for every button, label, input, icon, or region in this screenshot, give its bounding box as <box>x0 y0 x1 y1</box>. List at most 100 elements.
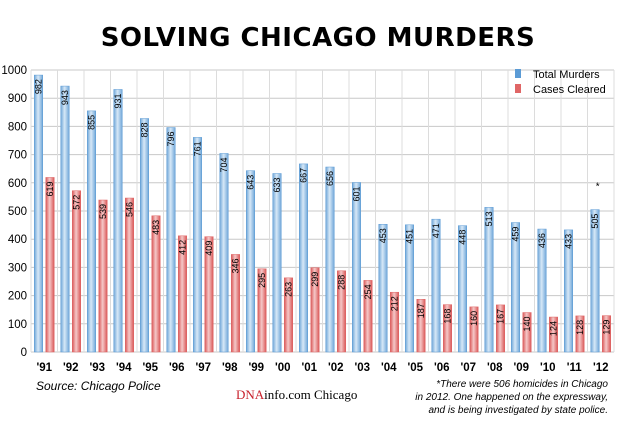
bar-total-murders <box>352 182 361 353</box>
y-axis: 0 100 200 300 400 500 600 700 800 900 1000 <box>1 65 27 359</box>
bar-cases-cleared <box>231 254 240 353</box>
bar-total-murders <box>272 173 282 353</box>
legend: Total Murders Cases Cleared <box>515 69 606 96</box>
legend-label-cases-cleared: Cases Cleared <box>533 84 606 96</box>
value-label-cases-cleared: 187 <box>416 303 426 318</box>
value-label-cases-cleared: 212 <box>390 296 400 311</box>
chart-title: SOLVING CHICAGO MURDERS <box>101 23 536 53</box>
value-label-cases-cleared: 346 <box>231 258 241 273</box>
bar-cases-cleared <box>204 236 214 353</box>
value-label-cases-cleared: 539 <box>98 204 108 219</box>
bar-cases-cleared <box>310 267 320 353</box>
source-note: Source: Chicago Police <box>36 379 161 393</box>
x-tick-label: '03 <box>354 362 370 374</box>
value-label-total-murders: 796 <box>166 132 176 147</box>
value-label-cases-cleared: 483 <box>151 220 161 235</box>
brand-logo-dna: DNA <box>236 387 265 402</box>
y-tick-label: 700 <box>8 150 27 162</box>
x-axis: '91 '92 '93 '94 '95 '96 '97 '98 '99 '00 '01 '02 '03 '… <box>36 362 608 374</box>
value-label-cases-cleared: 409 <box>204 241 214 256</box>
bar-cases-cleared <box>151 215 161 353</box>
bar-cases-cleared <box>496 304 505 353</box>
y-tick-label: 1000 <box>1 65 27 77</box>
x-tick-label: '09 <box>513 362 529 374</box>
x-tick-label: '06 <box>434 362 450 374</box>
value-label-cases-cleared: 167 <box>496 309 506 324</box>
value-label-total-murders: 855 <box>87 115 97 130</box>
footnote-line-1: *There were 506 homicides in Chicago <box>436 379 608 390</box>
bar-cases-cleared <box>257 268 267 353</box>
legend-swatch-cases-cleared <box>515 84 521 93</box>
annotation-asterisk: * <box>596 182 600 193</box>
value-label-cases-cleared: 619 <box>45 181 55 196</box>
value-label-cases-cleared: 129 <box>602 320 612 335</box>
x-tick-label: '02 <box>328 362 344 374</box>
bar-total-murders <box>378 224 388 353</box>
value-label-total-murders: 505 <box>590 214 600 229</box>
bar-cases-cleared <box>125 197 134 353</box>
y-tick-label: 500 <box>8 206 27 218</box>
bar-cases-cleared <box>522 312 532 353</box>
bar-cases-cleared <box>363 280 373 353</box>
value-label-cases-cleared: 299 <box>310 272 320 287</box>
bar-total-murders <box>405 224 414 353</box>
value-label-cases-cleared: 546 <box>125 202 135 217</box>
value-label-total-murders: 471 <box>431 223 441 238</box>
x-tick-label: '05 <box>407 362 423 374</box>
y-tick-label: 800 <box>8 121 27 133</box>
x-tick-label: '96 <box>169 362 185 374</box>
value-label-cases-cleared: 572 <box>72 195 82 210</box>
x-tick-label: '91 <box>36 362 52 374</box>
value-label-cases-cleared: 160 <box>469 311 479 326</box>
value-label-total-murders: 451 <box>405 229 415 244</box>
value-label-cases-cleared: 140 <box>522 317 532 332</box>
x-tick-label: '93 <box>89 362 105 374</box>
bar-cases-cleared <box>602 315 611 353</box>
x-tick-label: '08 <box>487 362 503 374</box>
bar-total-murders <box>325 166 335 353</box>
bar-total-murders <box>34 74 43 353</box>
bar-cases-cleared <box>98 199 108 353</box>
bar-total-murders <box>511 222 520 353</box>
value-label-total-murders: 433 <box>564 234 574 249</box>
value-label-total-murders: 448 <box>458 230 468 245</box>
value-label-cases-cleared: 288 <box>337 275 347 290</box>
value-label-cases-cleared: 168 <box>443 309 453 324</box>
bar-cases-cleared <box>443 304 452 353</box>
y-tick-label: 0 <box>21 347 27 359</box>
value-label-cases-cleared: 263 <box>284 282 294 297</box>
bar-total-murders <box>87 110 96 353</box>
value-label-total-murders: 931 <box>113 93 123 108</box>
bar-cases-cleared <box>469 306 479 353</box>
bar-total-murders <box>140 118 149 353</box>
x-tick-label: '10 <box>540 362 556 374</box>
x-tick-label: '94 <box>116 362 132 374</box>
bar-cases-cleared <box>390 291 399 353</box>
value-label-total-murders: 601 <box>352 187 362 202</box>
x-tick-label: '12 <box>593 362 609 374</box>
value-label-total-murders: 453 <box>378 228 388 243</box>
value-label-cases-cleared: 124 <box>549 321 559 336</box>
value-label-total-murders: 761 <box>193 141 203 156</box>
value-label-total-murders: 643 <box>246 175 256 190</box>
bar-total-murders <box>193 137 202 353</box>
bar-total-murders <box>537 228 547 353</box>
bars: 982 619 943 572 855 539 931 546 828 483 796 412 761 4… <box>34 74 612 353</box>
bar-total-murders <box>219 153 229 353</box>
bar-cases-cleared <box>178 235 187 353</box>
value-label-cases-cleared: 295 <box>257 273 267 288</box>
x-tick-label: '07 <box>460 362 476 374</box>
bar-total-murders <box>458 225 467 353</box>
bar-total-murders <box>246 170 255 353</box>
bar-cases-cleared <box>416 299 426 353</box>
y-tick-label: 300 <box>8 262 27 274</box>
x-tick-label: '01 <box>301 362 317 374</box>
x-tick-label: '92 <box>63 362 79 374</box>
x-tick-label: '11 <box>567 362 582 374</box>
y-tick-label: 600 <box>8 178 27 190</box>
y-tick-label: 900 <box>8 93 27 105</box>
value-label-total-murders: 828 <box>140 123 150 138</box>
bar-cases-cleared <box>284 277 293 353</box>
x-tick-label: '97 <box>195 362 211 374</box>
